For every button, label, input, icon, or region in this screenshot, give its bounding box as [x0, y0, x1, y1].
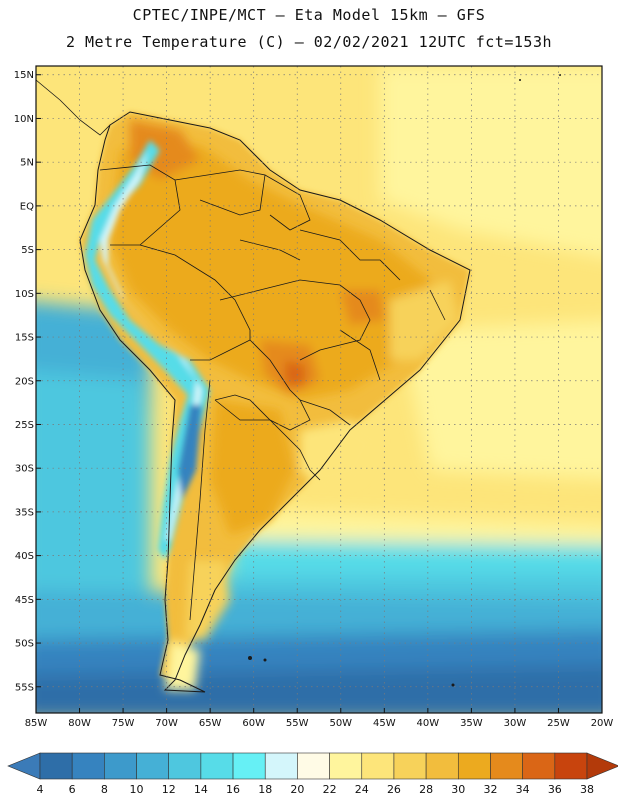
- lat-label-55s: 55S: [15, 682, 34, 693]
- colorbar-tick-label: 8: [101, 783, 108, 796]
- lat-label-5n: 5N: [20, 158, 34, 169]
- colorbar-tick-label: 14: [194, 783, 208, 796]
- colorbar-swatch: [264, 752, 298, 780]
- lon-label-75w: 75W: [112, 718, 135, 729]
- lat-label-10n: 10N: [14, 114, 34, 125]
- country-borders: [36, 79, 471, 693]
- longitude-labels: 85W 80W 75W 70W 65W 60W 55W 50W 45W 40W 35W 30W 25W 2…: [25, 708, 614, 729]
- colorbar-swatch: [39, 752, 73, 780]
- colorbar-swatch: [361, 752, 395, 780]
- colorbar-tick-label: 30: [451, 783, 465, 796]
- lon-label-40w: 40W: [417, 718, 440, 729]
- colorbar-swatch: [393, 752, 427, 780]
- colorbar-swatch: [425, 752, 459, 780]
- andes-cordillera: [85, 140, 210, 560]
- colorbar-swatch: [136, 752, 170, 780]
- colorbar-tick-label: 38: [580, 783, 594, 796]
- lat-label-45s: 45S: [15, 595, 34, 606]
- lon-label-30w: 30W: [504, 718, 527, 729]
- colorbar-high-arrow: [586, 752, 618, 780]
- colorbar-tick-label: 6: [69, 783, 76, 796]
- colorbar-tick-label: 32: [483, 783, 497, 796]
- colorbar-swatch: [490, 752, 523, 780]
- colorbar-tick-label: 4: [37, 783, 44, 796]
- lon-label-20w: 20W: [591, 718, 614, 729]
- colorbar-low-arrow: [7, 752, 41, 780]
- lon-label-35w: 35W: [460, 718, 483, 729]
- map-frame: [35, 65, 603, 714]
- map-subtitle: 2 Metre Temperature (C) – 02/02/2021 12U…: [65, 33, 553, 51]
- lon-label-80w: 80W: [68, 718, 91, 729]
- lat-label-15n: 15N: [14, 70, 34, 81]
- colorbar-swatch: [297, 752, 330, 780]
- lat-label-10s: 10S: [15, 289, 34, 300]
- colorbar-swatch: [522, 752, 556, 780]
- colorbar-tick-label: 34: [516, 783, 530, 796]
- lat-label-30s: 30S: [15, 464, 34, 475]
- colorbar-tick-label: 28: [419, 783, 433, 796]
- colorbar-tick-label: 18: [258, 783, 272, 796]
- colorbar-tick-label: 10: [130, 783, 144, 796]
- colorbar-swatch: [71, 752, 105, 780]
- coastal-islands: [248, 74, 561, 687]
- colorbar-swatch: [232, 752, 266, 780]
- temperature-field: [36, 66, 602, 713]
- colorbar-swatch: [457, 752, 491, 780]
- colorbar-swatch: [200, 752, 234, 780]
- lat-label-25s: 25S: [15, 420, 34, 431]
- colorbar-swatch: [104, 752, 137, 780]
- lat-label-eq: EQ: [20, 201, 34, 212]
- lat-label-5s: 5S: [21, 245, 34, 256]
- lat-label-50s: 50S: [15, 639, 34, 650]
- colorbar: 4 6 8 10 12 14 16 18 20 22 24 26 28 30 32 34 36 38: [7, 752, 618, 796]
- colorbar-tick-label: 24: [355, 783, 369, 796]
- lat-label-40s: 40S: [15, 551, 34, 562]
- colorbar-tick-label: 16: [226, 783, 240, 796]
- lon-label-70w: 70W: [155, 718, 178, 729]
- lon-label-50w: 50W: [329, 718, 352, 729]
- colorbar-tick-label: 22: [323, 783, 337, 796]
- colorbar-tick-label: 36: [548, 783, 562, 796]
- lat-label-20s: 20S: [15, 376, 34, 387]
- lat-label-15s: 15S: [15, 333, 34, 344]
- lon-label-85w: 85W: [25, 718, 48, 729]
- colorbar-tick-label: 26: [387, 783, 401, 796]
- map-title: CPTEC/INPE/MCT – Eta Model 15km – GFS: [132, 6, 486, 24]
- lon-label-55w: 55W: [286, 718, 309, 729]
- colorbar-swatch: [329, 752, 363, 780]
- colorbar-swatch: [554, 752, 588, 780]
- latitude-labels: 15N 10N 5N EQ 5S 10S 15S 20S 25S 30S 35S 40S 45S 50S 5…: [14, 70, 41, 693]
- colorbar-tick-label: 12: [162, 783, 176, 796]
- lat-label-35s: 35S: [15, 507, 34, 518]
- lon-label-25w: 25W: [547, 718, 570, 729]
- lon-label-60w: 60W: [242, 718, 265, 729]
- lon-label-45w: 45W: [373, 718, 396, 729]
- graticule: [36, 66, 602, 713]
- lon-label-65w: 65W: [199, 718, 222, 729]
- colorbar-swatch: [168, 752, 202, 780]
- colorbar-tick-label: 20: [290, 783, 304, 796]
